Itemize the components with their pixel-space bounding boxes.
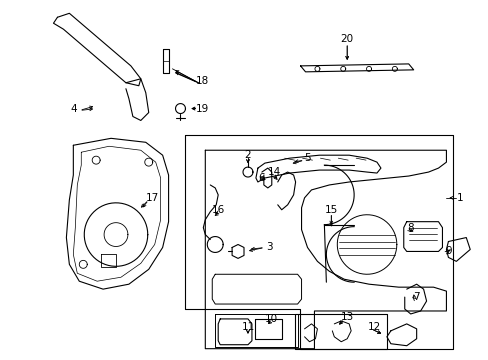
Text: 16: 16 <box>211 205 224 215</box>
Text: 3: 3 <box>266 243 273 252</box>
Text: 4: 4 <box>70 104 77 113</box>
Text: 10: 10 <box>264 314 278 324</box>
Text: 13: 13 <box>340 312 353 322</box>
Text: 17: 17 <box>146 193 159 203</box>
Text: 12: 12 <box>366 322 380 332</box>
Text: 20: 20 <box>340 34 353 44</box>
Text: 5: 5 <box>304 153 310 163</box>
Text: 9: 9 <box>444 247 451 256</box>
Text: 7: 7 <box>412 292 419 302</box>
Text: 18: 18 <box>195 76 208 86</box>
Text: 14: 14 <box>267 167 281 177</box>
Text: 2: 2 <box>244 150 251 160</box>
Text: 11: 11 <box>241 322 254 332</box>
Text: 15: 15 <box>324 205 337 215</box>
Text: 8: 8 <box>407 222 413 233</box>
Text: 19: 19 <box>195 104 208 113</box>
Text: 6: 6 <box>258 173 264 183</box>
Text: 1: 1 <box>456 193 463 203</box>
